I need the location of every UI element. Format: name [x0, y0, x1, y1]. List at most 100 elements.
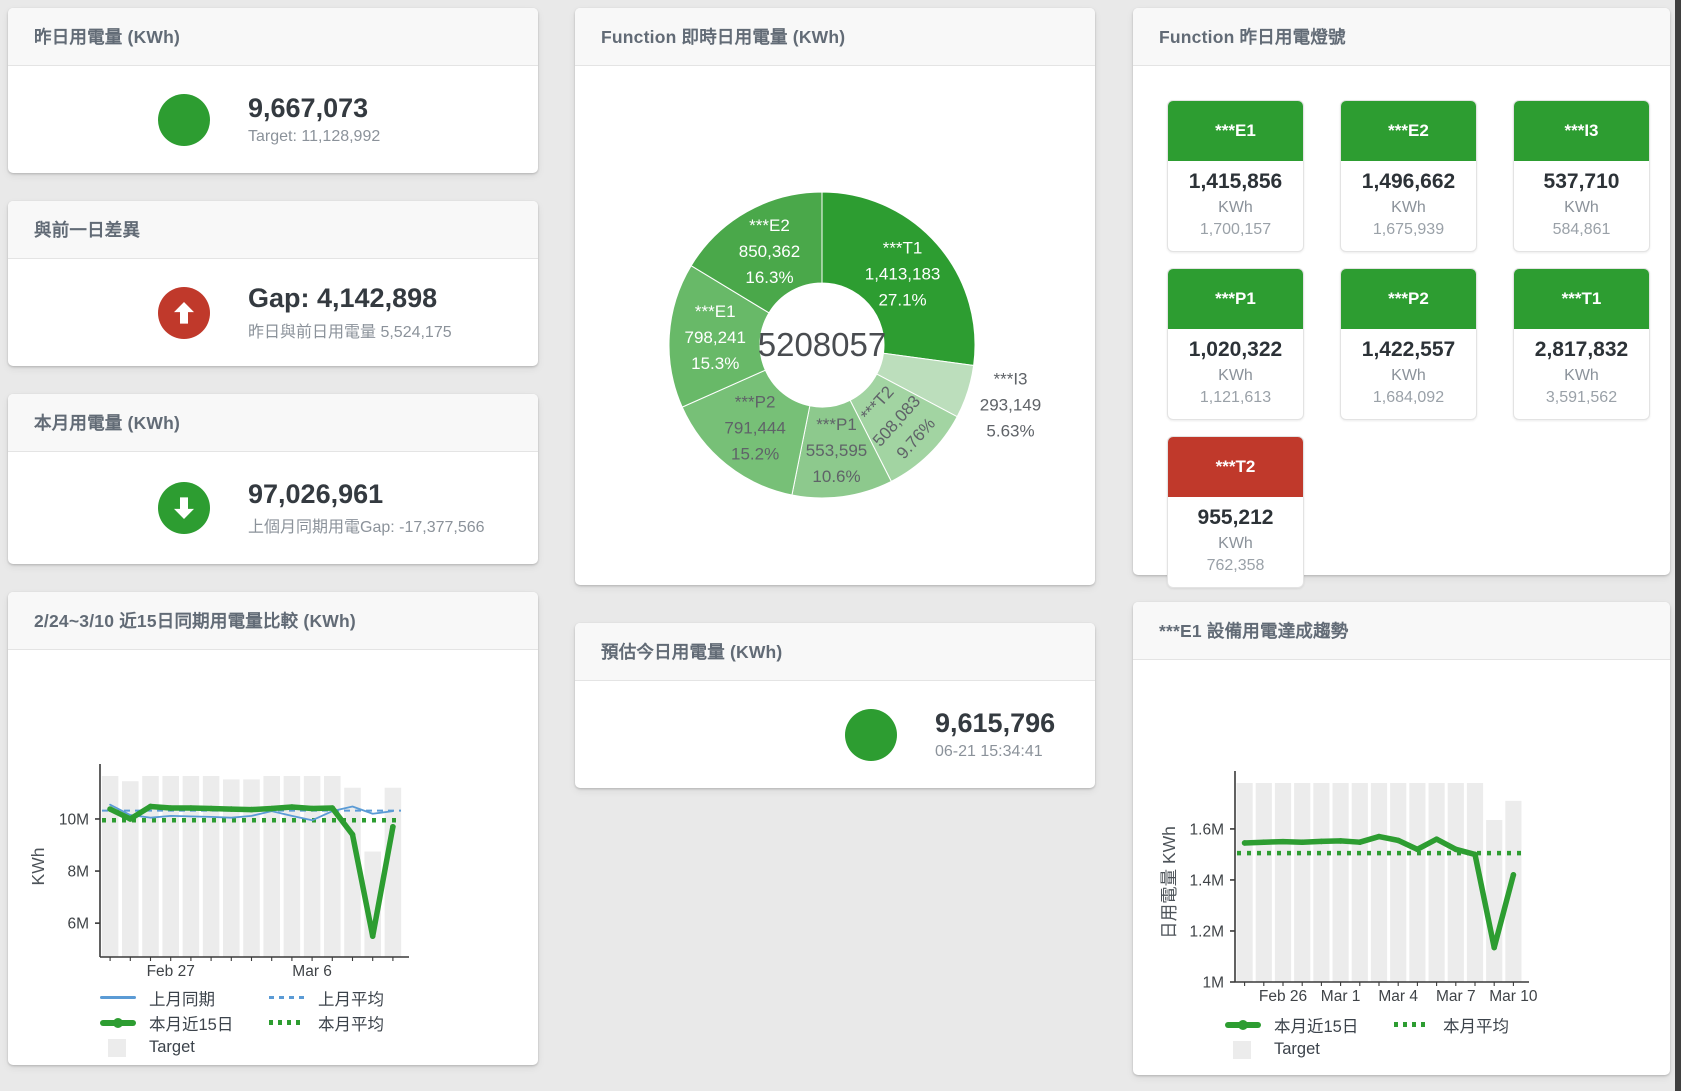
legend-dotted-swatch — [269, 1020, 305, 1025]
tile-value: 537,710 — [1543, 170, 1620, 193]
svg-text:1.4M: 1.4M — [1190, 872, 1224, 889]
panel-title: 與前一日差異 — [8, 201, 538, 259]
panel-title: ***E1 設備用電達成趨勢 — [1133, 602, 1670, 660]
tile-unit: KWh — [1391, 367, 1426, 384]
legend-thick-line-swatch — [1225, 1019, 1261, 1030]
panel-title: Function 昨日用電燈號 — [1133, 8, 1670, 66]
stat-subtitle: Target: 11,128,992 — [248, 127, 381, 145]
tile-target-value: 762,358 — [1206, 557, 1265, 574]
tile-unit: KWh — [1564, 199, 1599, 216]
legend-label: 上月同期 — [149, 990, 215, 1009]
panel-title: Function 即時日用電量 (KWh) — [575, 8, 1095, 66]
panel-title: 預估今日用電量 (KWh) — [575, 623, 1095, 681]
chart-legend: 本月近15日 本月平均 Target — [1225, 1012, 1563, 1062]
legend-label: Target — [1274, 1040, 1320, 1058]
panel-yesterday-usage: 昨日用電量 (KWh) 9,667,073 Target: 11,128,992 — [8, 8, 538, 173]
tile-label: ***T2 — [1168, 437, 1303, 497]
svg-text:8M: 8M — [67, 864, 89, 881]
tile-unit: KWh — [1218, 535, 1253, 552]
panel-15day-comparison: 2/24~3/10 近15日同期用電量比較 (KWh) 6M 8M 10M Feb 2… — [8, 592, 538, 1065]
status-tile: ***P2 1,422,557 KWh 1,684,092 — [1340, 268, 1477, 420]
svg-text:Mar 7: Mar 7 — [1436, 988, 1476, 1005]
tile-target-value: 1,700,157 — [1199, 221, 1272, 238]
legend-label: 本月近15日 — [1274, 1017, 1359, 1036]
status-tile: ***P1 1,020,322 KWh 1,121,613 — [1167, 268, 1304, 420]
tile-target-value: 1,675,939 — [1372, 221, 1445, 238]
status-circle-icon — [845, 708, 897, 761]
tile-value: 2,817,832 — [1534, 338, 1629, 361]
tile-value: 1,496,662 — [1361, 170, 1456, 193]
legend-dotted-swatch — [1394, 1022, 1430, 1027]
stat-value: 9,667,073 — [248, 93, 369, 124]
tile-label: ***E2 — [1341, 101, 1476, 161]
status-circle-icon — [158, 93, 210, 146]
tile-value: 1,415,856 — [1188, 170, 1283, 193]
status-tile: ***T1 2,817,832 KWh 3,591,562 — [1513, 268, 1650, 420]
e1-trend-line-chart: 1M 1.2M 1.4M 1.6M Feb 26 Mar 1 Mar 4 Mar 7 Mar 1… — [1159, 771, 1538, 1005]
tile-target-value: 584,861 — [1552, 221, 1611, 238]
tile-label: ***E1 — [1168, 101, 1303, 161]
svg-text:Feb 26: Feb 26 — [1259, 988, 1307, 1005]
arrow-down-icon — [158, 482, 210, 534]
panel-day-gap: 與前一日差異 Gap: 4,142,898 昨日與前日用電量 5,524,175 — [8, 201, 538, 366]
legend-line-swatch — [100, 996, 136, 999]
panel-yesterday-status-lights: Function 昨日用電燈號 ***E1 1,415,856 KWh 1,700,1… — [1133, 8, 1670, 588]
stat-value: Gap: 4,142,898 — [248, 283, 438, 314]
svg-text:Mar 4: Mar 4 — [1378, 988, 1418, 1005]
svg-text:Feb 27: Feb 27 — [147, 963, 195, 980]
tile-unit: KWh — [1218, 367, 1253, 384]
legend-dashed-swatch — [269, 996, 305, 999]
svg-text:Mar 6: Mar 6 — [292, 963, 332, 980]
legend-label: 本月近15日 — [149, 1015, 234, 1034]
tile-label: ***P1 — [1168, 269, 1303, 329]
tile-value: 955,212 — [1197, 506, 1274, 529]
scrollbar[interactable] — [1675, 0, 1681, 1091]
legend-label: 上月平均 — [318, 990, 384, 1009]
legend-target-swatch — [108, 1038, 126, 1057]
panel-e1-trend: ***E1 設備用電達成趨勢 1M 1.2M 1.4M 1.6M Feb 26 Mar 1… — [1133, 602, 1670, 1075]
svg-text:6M: 6M — [67, 916, 89, 933]
stat-value: 9,615,796 — [935, 708, 1056, 739]
svg-text:5208057: 5208057 — [758, 326, 886, 363]
tile-target-value: 3,591,562 — [1545, 389, 1618, 406]
svg-text:1M: 1M — [1202, 975, 1224, 992]
donut-chart: ***T1 1,413,183 27.1%***I3 293,149 5.63%***T… — [668, 191, 1041, 499]
legend-label: 本月平均 — [318, 1015, 384, 1034]
svg-text:日用電量 KWh: 日用電量 KWh — [1159, 826, 1179, 939]
panel-title: 昨日用電量 (KWh) — [8, 8, 538, 66]
panel-estimate-today: 預估今日用電量 (KWh) 9,615,796 06-21 15:34:41 — [575, 623, 1095, 788]
legend-thick-line-swatch — [100, 1017, 136, 1028]
status-tile: ***T2 955,212 KWh 762,358 — [1167, 436, 1304, 588]
comparison-line-chart: 6M 8M 10M Feb 27 Mar 6 KWh — [28, 764, 409, 980]
legend-label: Target — [149, 1038, 195, 1056]
stat-timestamp: 06-21 15:34:41 — [935, 742, 1043, 760]
tile-unit: KWh — [1218, 199, 1253, 216]
stat-subtitle: 上個月同期用電Gap: -17,377,566 — [248, 519, 485, 537]
tile-target-value: 1,121,613 — [1199, 389, 1272, 406]
panel-title: 本月用電量 (KWh) — [8, 394, 538, 452]
svg-text:Mar 1: Mar 1 — [1321, 988, 1361, 1005]
tile-target-value: 1,684,092 — [1372, 389, 1445, 406]
status-tile: ***E2 1,496,662 KWh 1,675,939 — [1340, 100, 1477, 252]
stat-value: 97,026,961 — [248, 478, 384, 509]
svg-text:1.2M: 1.2M — [1190, 923, 1224, 940]
panel-title: 2/24~3/10 近15日同期用電量比較 (KWh) — [8, 592, 538, 650]
tile-label: ***P2 — [1341, 269, 1476, 329]
tile-value: 1,422,557 — [1361, 338, 1456, 361]
legend-label: 本月平均 — [1443, 1017, 1509, 1036]
status-tile-grid: ***E1 1,415,856 KWh 1,700,157 ***E2 1,496,662… — [1133, 66, 1670, 588]
status-tile: ***E1 1,415,856 KWh 1,700,157 — [1167, 100, 1304, 252]
panel-month-usage: 本月用電量 (KWh) 97,026,961 上個月同期用電Gap: -17,3… — [8, 394, 538, 564]
tile-label: ***I3 — [1514, 101, 1649, 161]
chart-legend: 上月同期 上月平均 本月近15日 本月平均 Target — [100, 985, 438, 1060]
arrow-up-icon — [158, 286, 210, 339]
status-tile: ***I3 537,710 KWh 584,861 — [1513, 100, 1650, 252]
tile-unit: KWh — [1564, 367, 1599, 384]
svg-text:10M: 10M — [59, 811, 89, 828]
svg-text:Mar 10: Mar 10 — [1489, 988, 1538, 1005]
